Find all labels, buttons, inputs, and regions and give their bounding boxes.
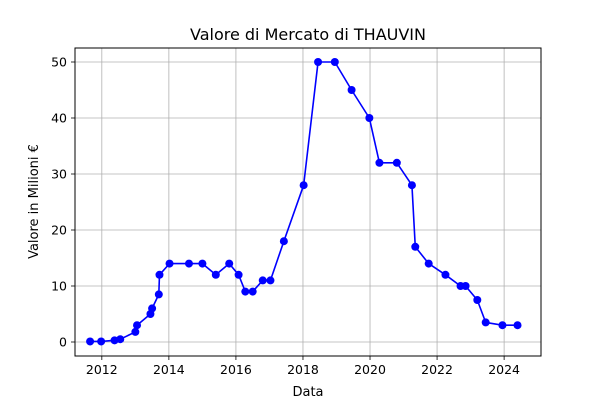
- y-axis-label: Valore in Milioni €: [27, 144, 42, 259]
- data-point: [498, 321, 507, 330]
- data-point: [241, 287, 250, 296]
- data-point: [165, 259, 174, 268]
- data-point: [365, 114, 374, 122]
- data-point: [461, 282, 470, 290]
- grid-lines: [75, 48, 541, 356]
- data-point: [97, 337, 106, 346]
- x-tick-label: 2016: [220, 362, 252, 377]
- data-point: [441, 270, 450, 279]
- chart-title: Valore di Mercato di THAUVIN: [190, 25, 426, 44]
- data-point: [258, 276, 267, 285]
- x-tick-label: 2020: [354, 362, 386, 377]
- data-point: [184, 259, 193, 268]
- data-point: [133, 321, 142, 330]
- data-point: [375, 158, 384, 167]
- data-point: [392, 158, 401, 167]
- data-point: [154, 290, 163, 299]
- y-tick-label: 50: [51, 55, 67, 70]
- data-point: [299, 181, 308, 190]
- x-tick-label: 2012: [86, 362, 118, 377]
- data-point: [513, 321, 522, 330]
- data-point: [86, 337, 95, 346]
- x-tick-label: 2018: [287, 362, 319, 377]
- data-point: [347, 86, 356, 94]
- data-point: [407, 181, 416, 190]
- series-line: [90, 61, 518, 343]
- data-point: [424, 259, 433, 268]
- data-point: [225, 259, 234, 268]
- data-point: [131, 327, 140, 336]
- data-point: [481, 318, 490, 327]
- data-series: [86, 58, 522, 346]
- data-point: [314, 58, 323, 66]
- data-point: [155, 270, 164, 279]
- data-point: [248, 287, 257, 296]
- data-point: [266, 276, 275, 285]
- x-tick-label: 2022: [421, 362, 453, 377]
- data-point: [279, 237, 288, 246]
- y-tick-label: 0: [59, 335, 67, 350]
- data-point: [198, 259, 207, 268]
- y-tick-label: 10: [51, 279, 67, 294]
- plot-area-frame: [74, 47, 542, 357]
- data-point: [116, 335, 125, 344]
- y-tick-label: 30: [51, 167, 67, 182]
- data-point: [234, 270, 243, 279]
- x-tick-label: 2024: [488, 362, 520, 377]
- axis-ticks: 2012 2014 2016 2018 2020 2022 2024 0 10 20 30 40 50: [51, 55, 520, 378]
- data-point: [211, 270, 220, 279]
- data-point: [411, 242, 420, 251]
- x-axis-label: Data: [292, 385, 323, 400]
- y-tick-label: 40: [51, 111, 67, 126]
- data-point: [473, 296, 482, 304]
- y-tick-label: 20: [51, 223, 67, 238]
- x-tick-label: 2014: [153, 362, 185, 377]
- data-point: [148, 304, 157, 313]
- data-point: [330, 58, 339, 66]
